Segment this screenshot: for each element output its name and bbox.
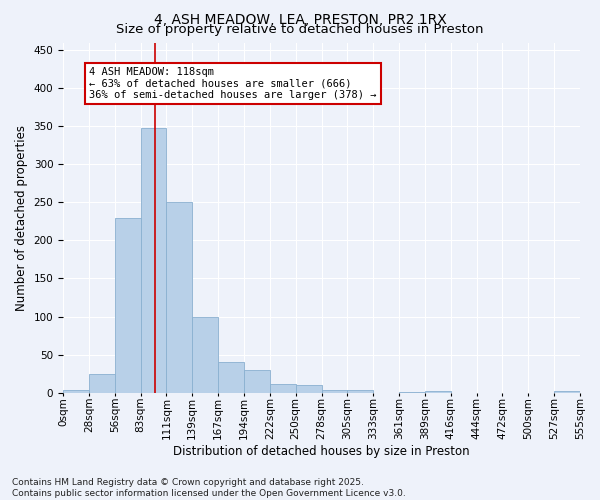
Bar [425, 391, 451, 392]
Bar [115, 218, 140, 392]
Bar [296, 385, 322, 392]
Bar [63, 390, 89, 392]
Bar [140, 128, 166, 392]
Bar [89, 374, 115, 392]
Bar [218, 362, 244, 392]
Bar [322, 390, 347, 392]
Y-axis label: Number of detached properties: Number of detached properties [15, 124, 28, 310]
X-axis label: Distribution of detached houses by size in Preston: Distribution of detached houses by size … [173, 444, 470, 458]
Bar [347, 390, 373, 392]
Text: Contains HM Land Registry data © Crown copyright and database right 2025.
Contai: Contains HM Land Registry data © Crown c… [12, 478, 406, 498]
Bar [192, 316, 218, 392]
Bar [244, 370, 270, 392]
Text: 4, ASH MEADOW, LEA, PRESTON, PR2 1RX: 4, ASH MEADOW, LEA, PRESTON, PR2 1RX [154, 12, 446, 26]
Bar [554, 391, 580, 392]
Text: 4 ASH MEADOW: 118sqm
← 63% of detached houses are smaller (666)
36% of semi-deta: 4 ASH MEADOW: 118sqm ← 63% of detached h… [89, 67, 376, 100]
Bar [166, 202, 192, 392]
Bar [270, 384, 296, 392]
Text: Size of property relative to detached houses in Preston: Size of property relative to detached ho… [116, 22, 484, 36]
